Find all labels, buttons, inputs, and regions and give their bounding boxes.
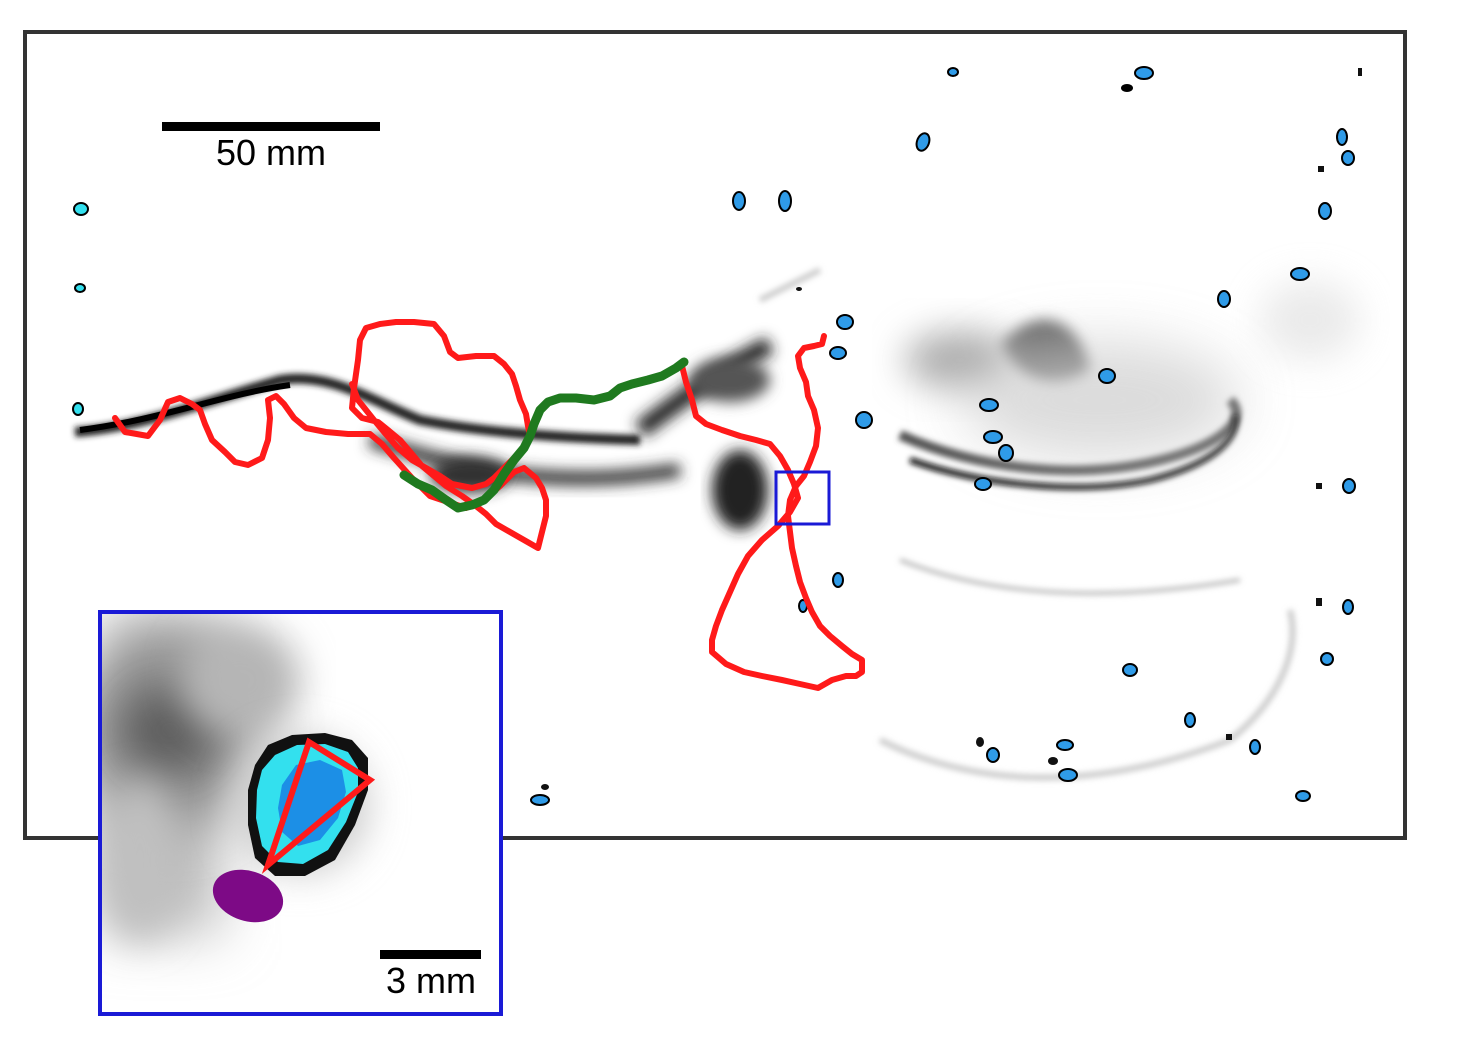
particles	[72, 66, 1356, 806]
green-trajectory	[399, 357, 689, 513]
dark-specks	[541, 68, 1362, 790]
main-scale-bar: 50 mm	[162, 122, 380, 173]
purple-blob	[212, 869, 284, 923]
main-scale-bar-line	[162, 122, 380, 131]
inset-image	[102, 614, 376, 940]
inset-panel-frame	[98, 610, 503, 1016]
inset-scale-bar-label: 3 mm	[386, 960, 476, 1001]
zoom-region-box	[774, 470, 831, 526]
main-scale-bar-label: 50 mm	[216, 132, 326, 173]
inset-scale-bar: 3 mm	[380, 950, 481, 1001]
inset-panel: 3 mm	[98, 610, 503, 1016]
inset-scale-bar-line	[380, 950, 481, 959]
inset-red-triangle	[261, 737, 376, 875]
red-trajectory-b	[679, 333, 865, 691]
